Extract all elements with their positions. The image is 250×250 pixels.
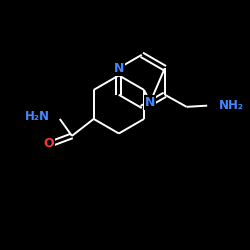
Text: O: O [44, 137, 54, 150]
Text: H₂N: H₂N [25, 110, 50, 123]
Text: N: N [114, 62, 124, 74]
Text: N: N [145, 96, 156, 108]
Text: NH₂: NH₂ [219, 99, 244, 112]
